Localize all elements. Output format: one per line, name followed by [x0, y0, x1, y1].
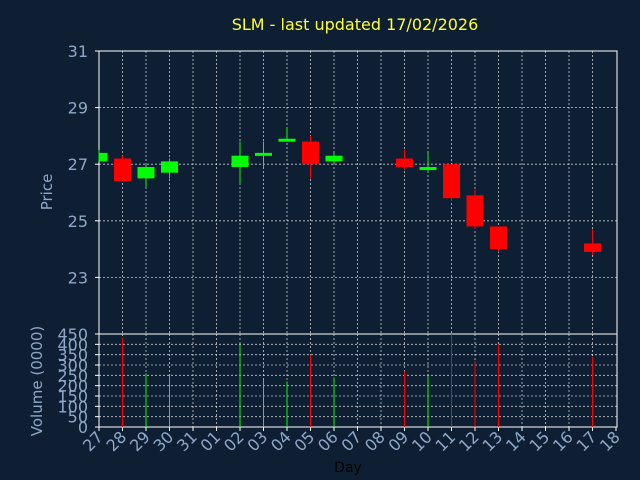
price-tick-label: 27	[68, 155, 88, 174]
candle-body	[584, 243, 601, 252]
volume-tick-label: 100	[57, 397, 88, 416]
price-tick-label: 31	[68, 42, 88, 61]
volume-panel: 0501001502002503003504004502728293031010…	[57, 325, 623, 455]
price-tick-label: 29	[68, 99, 88, 118]
volume-tick-label: 450	[57, 325, 88, 344]
volume-tick-label: 0	[78, 418, 88, 437]
volume-tick-label: 400	[57, 335, 88, 354]
candle-body	[302, 141, 319, 165]
candle-body	[231, 155, 249, 168]
x-tick-label: 18	[596, 427, 624, 455]
price-plot-frame	[98, 50, 618, 335]
candle-body	[490, 226, 507, 250]
volume-tick-label: 150	[57, 387, 88, 406]
candle-body	[325, 155, 343, 162]
price-tick-label: 25	[68, 212, 88, 231]
candle-body	[278, 138, 296, 142]
x-axis-label: Day	[334, 460, 362, 476]
candle-body	[255, 152, 272, 156]
chart-title: SLM - last updated 17/02/2026	[232, 15, 479, 34]
candle-body	[466, 195, 484, 227]
candle-body	[137, 167, 155, 179]
price-panel: 23 25 27 29 31	[68, 42, 618, 335]
candle-body	[396, 158, 413, 168]
volume-tick-label: 50	[68, 408, 88, 427]
volume-axis-label: Volume (0000)	[28, 326, 46, 436]
volume-tick-label: 200	[57, 377, 88, 396]
candle-body	[161, 161, 178, 173]
candle-body	[114, 158, 131, 182]
volume-tick-label: 250	[57, 366, 88, 385]
price-axis-label: Price	[38, 174, 56, 211]
volume-tick-label: 350	[57, 346, 88, 365]
candle-body	[443, 164, 460, 199]
volume-plot-frame	[98, 333, 618, 428]
candle-body	[99, 152, 108, 162]
candle-body	[419, 167, 437, 171]
volume-tick-label: 300	[57, 356, 88, 375]
price-tick-label: 23	[68, 268, 88, 287]
